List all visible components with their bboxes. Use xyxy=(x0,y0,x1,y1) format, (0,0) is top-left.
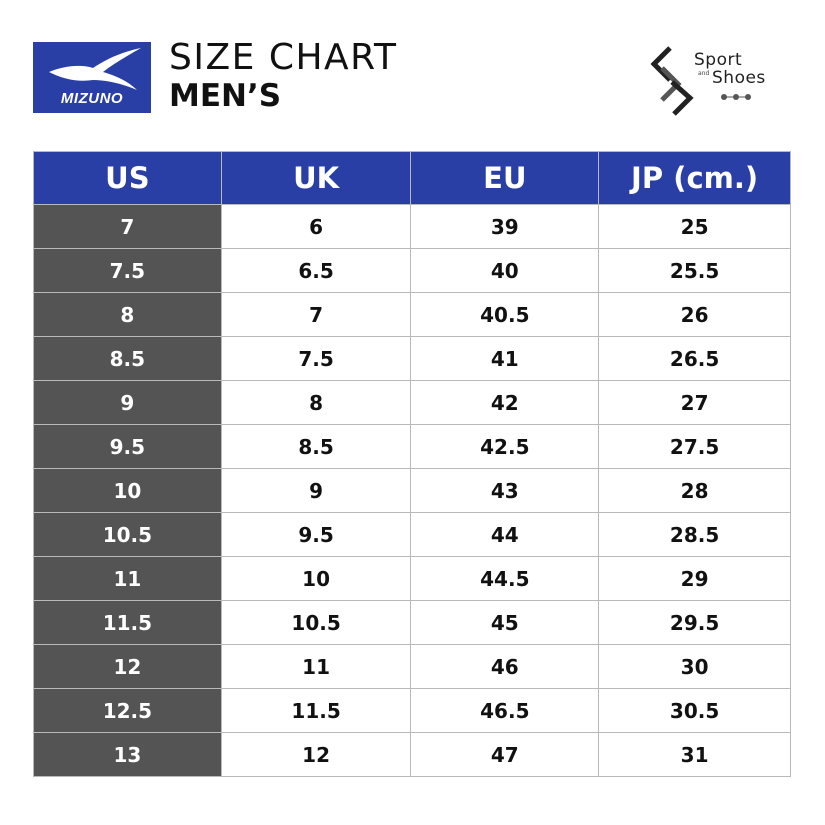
cell-eu: 42.5 xyxy=(410,424,600,469)
cell-jp: 25.5 xyxy=(598,248,791,293)
cell-eu: 44.5 xyxy=(410,556,600,601)
title-block: SIZE CHART MEN’S xyxy=(169,37,398,115)
cell-jp: 25 xyxy=(598,204,791,249)
cell-jp: 30 xyxy=(598,644,791,689)
cell-uk: 7.5 xyxy=(220,336,412,381)
cell-us: 7.5 xyxy=(33,248,222,293)
cell-uk: 11 xyxy=(220,644,412,689)
cell-jp: 26.5 xyxy=(598,336,791,381)
page-title: SIZE CHART xyxy=(169,37,398,78)
shop-logo-text-shoes: Shoes xyxy=(712,68,766,88)
column-header-eu: EU xyxy=(410,151,600,205)
runbird-icon xyxy=(49,48,141,90)
table-row: 11 10 44.5 29 xyxy=(33,556,791,601)
cell-jp: 28 xyxy=(598,468,791,513)
cell-us: 8 xyxy=(33,292,222,337)
cell-eu: 42 xyxy=(410,380,600,425)
table-row: 8.5 7.5 41 26.5 xyxy=(33,336,791,381)
table-row: 11.5 10.5 45 29.5 xyxy=(33,600,791,645)
column-header-jp: JP (cm.) xyxy=(598,151,791,205)
column-header-uk: UK xyxy=(220,151,412,205)
table-row: 10.5 9.5 44 28.5 xyxy=(33,512,791,557)
cell-jp: 29.5 xyxy=(598,600,791,645)
cell-uk: 8.5 xyxy=(220,424,412,469)
cell-uk: 8 xyxy=(220,380,412,425)
cell-us: 10 xyxy=(33,468,222,513)
cell-eu: 47 xyxy=(410,732,600,777)
cell-us: 12 xyxy=(33,644,222,689)
cell-us: 11 xyxy=(33,556,222,601)
cell-jp: 30.5 xyxy=(598,688,791,733)
cell-eu: 40.5 xyxy=(410,292,600,337)
cell-eu: 40 xyxy=(410,248,600,293)
cell-jp: 27.5 xyxy=(598,424,791,469)
cell-jp: 28.5 xyxy=(598,512,791,557)
cell-eu: 43 xyxy=(410,468,600,513)
cell-uk: 7 xyxy=(220,292,412,337)
cell-us: 8.5 xyxy=(33,336,222,381)
cell-us: 13 xyxy=(33,732,222,777)
shop-logo-text-and: and xyxy=(698,70,710,77)
cell-us: 7 xyxy=(33,204,222,249)
cell-uk: 11.5 xyxy=(220,688,412,733)
table-row: 9.5 8.5 42.5 27.5 xyxy=(33,424,791,469)
table-row: 13 12 47 31 xyxy=(33,732,791,777)
table-row: 7.5 6.5 40 25.5 xyxy=(33,248,791,293)
cell-jp: 27 xyxy=(598,380,791,425)
cell-eu: 41 xyxy=(410,336,600,381)
table-row: 9 8 42 27 xyxy=(33,380,791,425)
cell-uk: 12 xyxy=(220,732,412,777)
cell-uk: 6.5 xyxy=(220,248,412,293)
cell-us: 10.5 xyxy=(33,512,222,557)
cell-jp: 26 xyxy=(598,292,791,337)
mizuno-logo: MIZUNO xyxy=(33,42,151,113)
cell-uk: 9.5 xyxy=(220,512,412,557)
table-row: 7 6 39 25 xyxy=(33,204,791,249)
cell-eu: 39 xyxy=(410,204,600,249)
chevron-logo-icon xyxy=(650,46,694,116)
cell-eu: 45 xyxy=(410,600,600,645)
column-header-us: US xyxy=(33,151,222,205)
cell-us: 11.5 xyxy=(33,600,222,645)
cell-us: 12.5 xyxy=(33,688,222,733)
cell-eu: 46 xyxy=(410,644,600,689)
cell-uk: 10 xyxy=(220,556,412,601)
cell-uk: 10.5 xyxy=(220,600,412,645)
cell-eu: 46.5 xyxy=(410,688,600,733)
cell-us: 9.5 xyxy=(33,424,222,469)
dots-icon xyxy=(721,94,751,100)
table-row: 10 9 43 28 xyxy=(33,468,791,513)
shop-logo-text-sport: Sport xyxy=(694,50,743,70)
table-row: 8 7 40.5 26 xyxy=(33,292,791,337)
mizuno-wordmark: MIZUNO xyxy=(60,90,124,107)
cell-uk: 6 xyxy=(220,204,412,249)
table-header-row: US UK EU JP (cm.) xyxy=(33,151,791,205)
page-subtitle: MEN’S xyxy=(169,78,282,114)
cell-jp: 29 xyxy=(598,556,791,601)
table-row: 12.5 11.5 46.5 30.5 xyxy=(33,688,791,733)
cell-jp: 31 xyxy=(598,732,791,777)
cell-uk: 9 xyxy=(220,468,412,513)
cell-us: 9 xyxy=(33,380,222,425)
size-chart-table: US UK EU JP (cm.) 7 6 39 25 7.5 6.5 40 2… xyxy=(33,151,791,777)
table-row: 12 11 46 30 xyxy=(33,644,791,689)
cell-eu: 44 xyxy=(410,512,600,557)
sport-and-shoes-logo: Sport and Shoes xyxy=(650,44,790,116)
